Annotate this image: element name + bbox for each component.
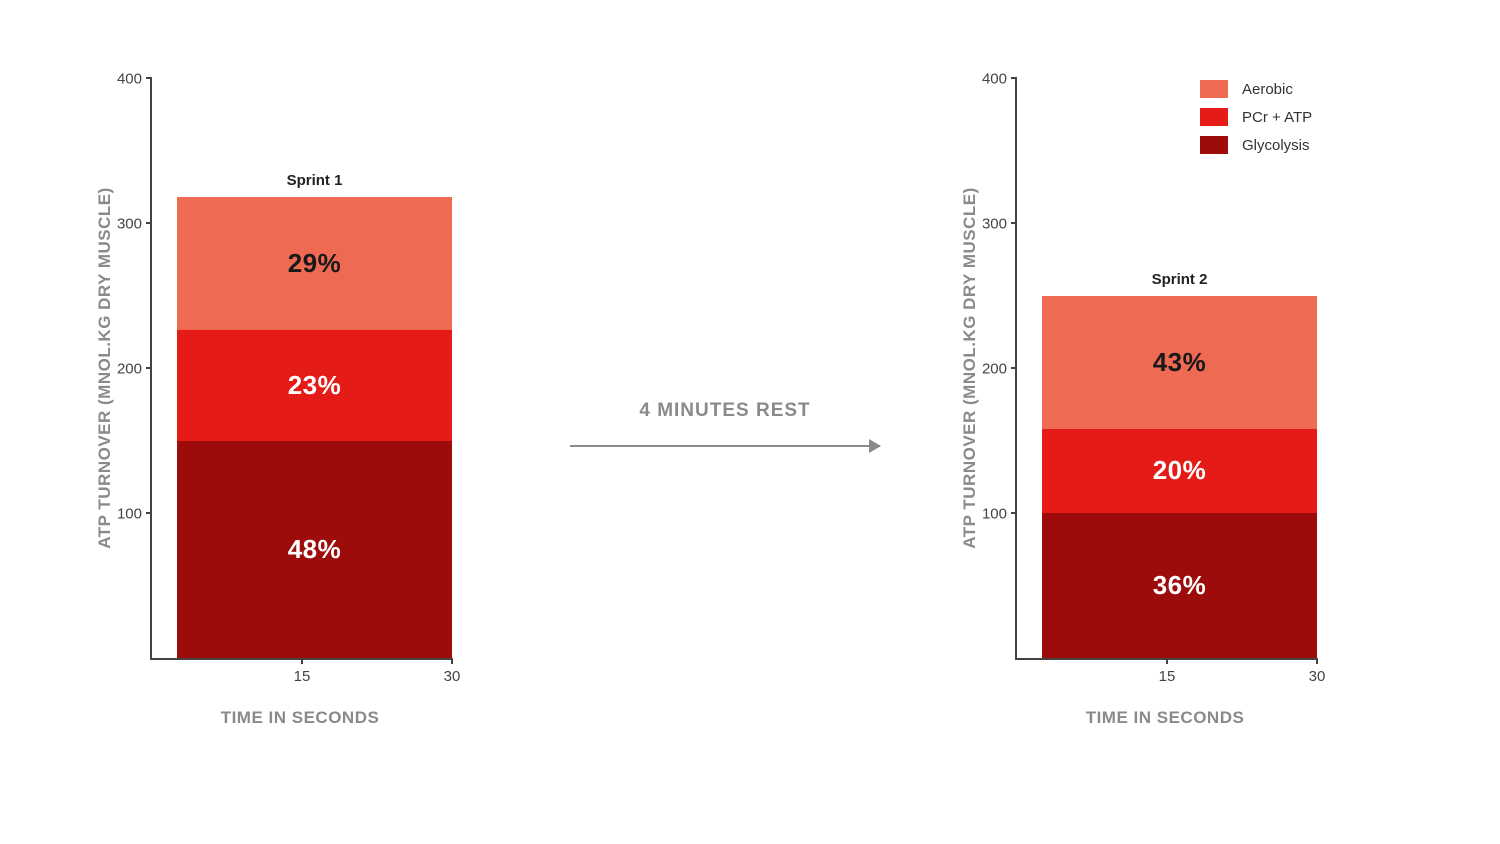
stacked-bar: Sprint 148%23%29% (177, 197, 452, 658)
y-axis-title: ATP TURNOVER (MNOL.KG DRY MUSCLE) (960, 187, 980, 549)
legend: Aerobic PCr + ATP Glycolysis (1200, 80, 1312, 164)
y-tick-mark (146, 512, 152, 514)
bar-segment-aerobic: 43% (1042, 296, 1317, 429)
legend-swatch (1200, 108, 1228, 126)
stacked-bar: Sprint 236%20%43% (1042, 296, 1317, 659)
y-tick-mark (1011, 77, 1017, 79)
y-tick-label: 200 (117, 361, 152, 378)
bar-segment-glycolysis: 36% (1042, 513, 1317, 658)
segment-percent-label: 23% (288, 370, 342, 401)
y-axis-title: ATP TURNOVER (MNOL.KG DRY MUSCLE) (95, 187, 115, 549)
figure-container: 1002003004001530Sprint 148%23%29%ATP TUR… (0, 0, 1500, 844)
bar-segment-glycolysis: 48% (177, 441, 452, 659)
bar-segment-aerobic: 29% (177, 197, 452, 330)
x-tick-mark (451, 658, 453, 664)
legend-swatch (1200, 80, 1228, 98)
legend-item: Glycolysis (1200, 136, 1312, 154)
y-tick-mark (1011, 367, 1017, 369)
rest-interval-label: 4 MINUTES REST (639, 400, 810, 422)
legend-label: Aerobic (1242, 81, 1293, 98)
legend-swatch (1200, 136, 1228, 154)
sprint-label: Sprint 2 (1152, 271, 1208, 296)
segment-percent-label: 43% (1153, 347, 1207, 378)
plot-area: 1002003004001530Sprint 148%23%29% (150, 78, 452, 660)
plot-area: 1002003004001530Sprint 236%20%43% (1015, 78, 1317, 660)
y-tick-mark (146, 367, 152, 369)
x-axis-title: TIME IN SECONDS (221, 708, 380, 728)
sprint-label: Sprint 1 (287, 172, 343, 197)
segment-percent-label: 36% (1153, 570, 1207, 601)
y-tick-label: 100 (982, 506, 1017, 523)
y-tick-label: 200 (982, 361, 1017, 378)
segment-percent-label: 48% (288, 534, 342, 565)
y-tick-mark (146, 77, 152, 79)
legend-item: PCr + ATP (1200, 108, 1312, 126)
y-tick-label: 300 (982, 216, 1017, 233)
legend-label: PCr + ATP (1242, 109, 1312, 126)
chart-sprint-2: 1002003004001530Sprint 236%20%43%ATP TUR… (1015, 78, 1315, 658)
x-tick-mark (301, 658, 303, 664)
bar-segment-pcr_atp: 23% (177, 330, 452, 440)
bar-segment-pcr_atp: 20% (1042, 429, 1317, 513)
x-tick-mark (1166, 658, 1168, 664)
legend-label: Glycolysis (1242, 137, 1310, 154)
chart-sprint-1: 1002003004001530Sprint 148%23%29%ATP TUR… (150, 78, 450, 658)
y-tick-mark (1011, 512, 1017, 514)
y-tick-label: 300 (117, 216, 152, 233)
segment-percent-label: 20% (1153, 455, 1207, 486)
y-tick-label: 400 (117, 71, 152, 88)
y-tick-label: 100 (117, 506, 152, 523)
x-axis-title: TIME IN SECONDS (1086, 708, 1245, 728)
segment-percent-label: 29% (288, 248, 342, 279)
y-tick-mark (1011, 222, 1017, 224)
transition-arrow (570, 445, 880, 447)
legend-item: Aerobic (1200, 80, 1312, 98)
y-tick-mark (146, 222, 152, 224)
y-tick-label: 400 (982, 71, 1017, 88)
x-tick-mark (1316, 658, 1318, 664)
